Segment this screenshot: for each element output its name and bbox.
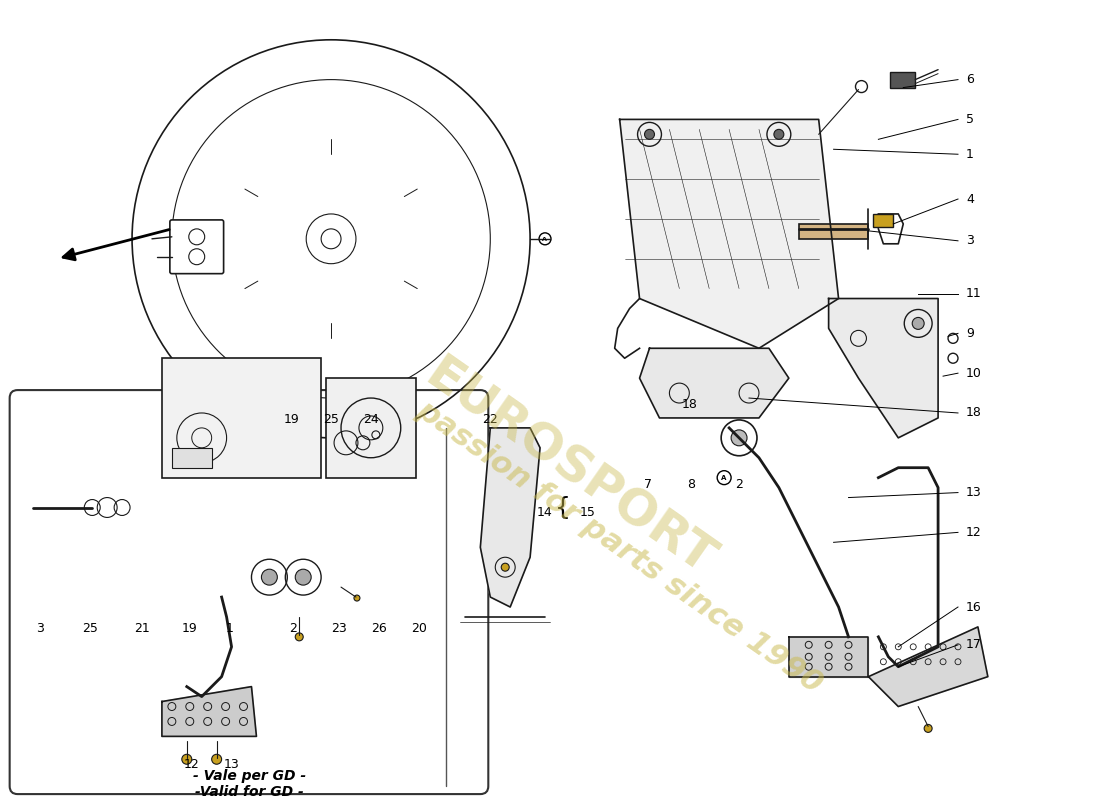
- Circle shape: [182, 754, 191, 764]
- Bar: [172, 448, 211, 468]
- Text: 6: 6: [966, 73, 974, 86]
- Text: - Vale per GD -: - Vale per GD -: [192, 769, 306, 783]
- Text: 16: 16: [966, 601, 981, 614]
- Circle shape: [774, 130, 784, 139]
- Text: 3: 3: [36, 622, 44, 635]
- Bar: [326, 378, 416, 478]
- Text: 15: 15: [580, 506, 596, 519]
- FancyBboxPatch shape: [169, 220, 223, 274]
- Text: 11: 11: [966, 287, 981, 300]
- Polygon shape: [789, 637, 868, 677]
- Text: 25: 25: [82, 622, 98, 635]
- Text: 9: 9: [966, 327, 974, 340]
- Circle shape: [732, 430, 747, 446]
- Circle shape: [211, 754, 221, 764]
- Polygon shape: [619, 119, 838, 348]
- Circle shape: [354, 595, 360, 601]
- Text: 19: 19: [182, 622, 198, 635]
- Text: A: A: [722, 474, 727, 481]
- Text: 2: 2: [735, 478, 743, 490]
- FancyBboxPatch shape: [10, 390, 488, 794]
- Text: EUROSPORT: EUROSPORT: [417, 350, 724, 586]
- Text: passion for parts since 1990: passion for parts since 1990: [411, 395, 828, 699]
- Text: 8: 8: [688, 478, 695, 490]
- Polygon shape: [481, 428, 540, 607]
- Circle shape: [912, 318, 924, 330]
- Circle shape: [262, 569, 277, 585]
- Text: A: A: [541, 238, 547, 242]
- Text: 3: 3: [966, 234, 974, 247]
- Text: 25: 25: [323, 413, 339, 426]
- Text: 17: 17: [966, 638, 982, 651]
- Text: 4: 4: [966, 193, 974, 206]
- Circle shape: [295, 633, 304, 641]
- Circle shape: [924, 725, 932, 732]
- Text: 10: 10: [966, 366, 982, 380]
- Text: 1: 1: [966, 148, 974, 161]
- Text: 13: 13: [223, 758, 240, 771]
- Text: 22: 22: [483, 413, 498, 426]
- Text: 26: 26: [371, 622, 387, 635]
- Polygon shape: [162, 686, 256, 736]
- Polygon shape: [639, 348, 789, 418]
- Text: -Valid for GD -: -Valid for GD -: [195, 785, 304, 799]
- Text: {: {: [556, 495, 571, 519]
- Text: 5: 5: [966, 113, 974, 126]
- Text: 23: 23: [331, 622, 346, 635]
- Text: 14: 14: [536, 506, 552, 519]
- Text: 20: 20: [410, 622, 427, 635]
- Text: 13: 13: [966, 486, 981, 499]
- Bar: [162, 358, 321, 478]
- Bar: [873, 214, 893, 227]
- Circle shape: [295, 569, 311, 585]
- Text: 7: 7: [644, 478, 651, 490]
- Bar: [799, 224, 868, 239]
- Text: 18: 18: [681, 398, 697, 411]
- Circle shape: [645, 130, 654, 139]
- Text: 24: 24: [363, 413, 378, 426]
- Polygon shape: [828, 298, 938, 438]
- Polygon shape: [868, 627, 988, 706]
- Text: 12: 12: [966, 526, 981, 539]
- Text: 1: 1: [226, 622, 233, 635]
- Text: 12: 12: [184, 758, 199, 771]
- Text: 19: 19: [284, 413, 299, 426]
- Text: 18: 18: [966, 406, 982, 419]
- Bar: [890, 72, 915, 87]
- Text: 21: 21: [134, 622, 150, 635]
- Text: 2: 2: [289, 622, 297, 635]
- Circle shape: [502, 563, 509, 571]
